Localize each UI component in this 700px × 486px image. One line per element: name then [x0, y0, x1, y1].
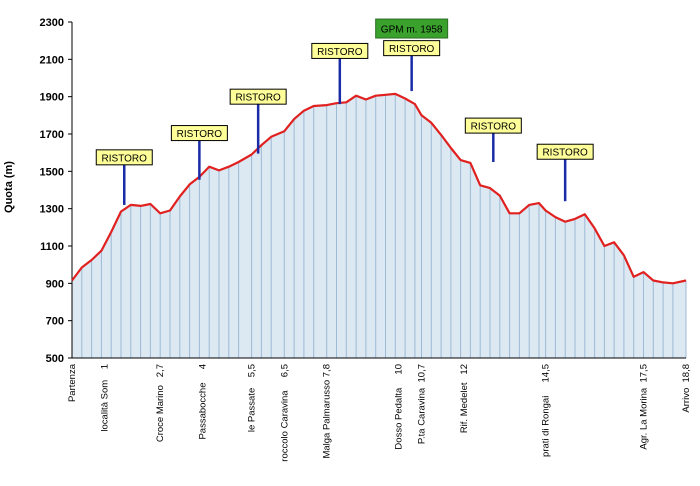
annotation-label: RISTORO — [102, 153, 148, 164]
annotation-box — [95, 149, 153, 166]
annotation-label: RISTORO — [542, 148, 588, 159]
x-category-label: Dosso Pedalta 10 — [394, 364, 405, 450]
profile-fill-area — [72, 93, 686, 359]
annotation-label: RISTORO — [471, 122, 517, 133]
y-axis-tick-labels: 500 700 900 1100 1300 1500 1700 1900 2100 2300 — [40, 17, 64, 365]
chart-axes — [68, 21, 686, 359]
peak-box — [375, 18, 449, 39]
y-tick-label: 1500 — [40, 166, 64, 178]
annotation-box — [311, 42, 369, 59]
y-tick-label: 2100 — [40, 54, 64, 66]
profile-area — [72, 93, 686, 359]
y-tick-label: 2300 — [40, 17, 64, 29]
x-category-label: prati di Rongai 14,5 — [541, 364, 552, 457]
peak-label: GPM m. 1958 — [381, 25, 443, 36]
x-category-label: Rif. Medelet 12 — [459, 364, 470, 433]
x-category-label: Croce Marino 2,7 — [155, 364, 166, 442]
y-tick-label: 1900 — [40, 92, 64, 104]
x-axis-category-labels: Partenza località Som 1 Croce Marino 2,7 Pa… — [67, 363, 692, 461]
annotation-label: RISTORO — [389, 44, 435, 55]
y-tick-label: 1700 — [40, 129, 64, 141]
annotation-box — [229, 88, 287, 105]
x-category-label: Malga Palmarusso 7,8 — [322, 364, 333, 459]
profile-line-layer — [71, 92, 687, 285]
y-tick-label: 900 — [46, 278, 64, 290]
annotations-layer: RISTORO RISTORO RISTORO RISTORO RISTORO RISTO… — [95, 18, 594, 205]
y-tick-label: 700 — [46, 316, 64, 328]
y-tick-label: 500 — [46, 353, 64, 365]
x-category-label: Arrivo 18,8 — [681, 364, 692, 413]
annotation-box — [170, 125, 228, 142]
y-axis-label: Quota (m) — [3, 161, 15, 213]
annotation-box — [383, 40, 441, 57]
annotation-box — [536, 143, 594, 160]
y-tick-label: 1100 — [40, 241, 64, 253]
y-tick-label: 1300 — [40, 204, 64, 216]
annotation-label: RISTORO — [317, 47, 363, 58]
annotation-label: RISTORO — [177, 129, 223, 140]
x-category-label: Passabocche 4 — [198, 364, 209, 440]
x-category-label: Agr. La Morina 17,5 — [639, 364, 650, 450]
profile-line — [71, 92, 687, 285]
x-category-label: le Passate 5,5 — [247, 364, 258, 432]
profile-vertical-lines — [71, 93, 687, 358]
x-category-label: località Som 1 — [100, 364, 111, 432]
x-category-label: Partenza — [67, 363, 78, 402]
annotation-box — [464, 117, 522, 134]
annotation-label: RISTORO — [235, 93, 281, 104]
x-category-label: P.ta Caravina 10,7 — [416, 364, 427, 444]
x-category-label: roccolo Caravina 6,5 — [279, 364, 290, 462]
